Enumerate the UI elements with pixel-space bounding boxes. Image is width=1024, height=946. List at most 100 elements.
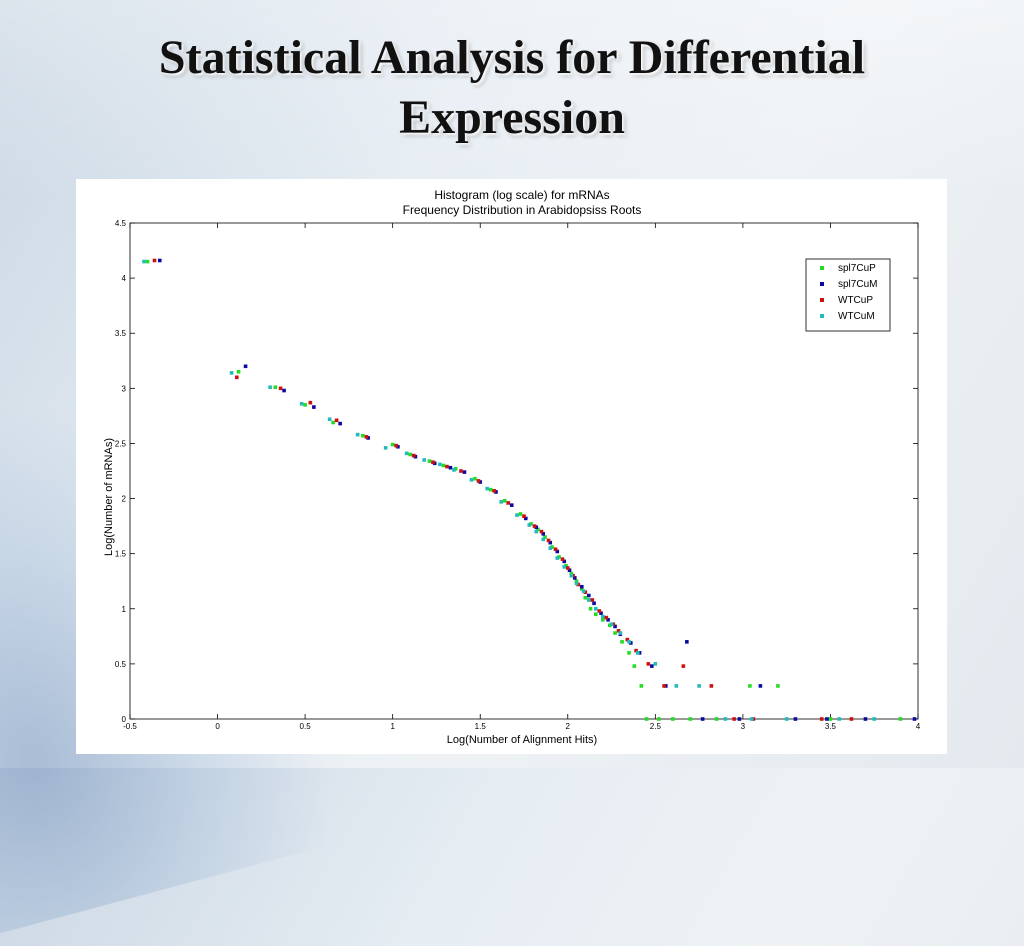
x-axis-label: Log(Number of Alignment Hits) xyxy=(447,734,597,746)
data-point xyxy=(819,717,824,721)
data-point xyxy=(469,478,474,482)
data-point xyxy=(758,684,763,688)
series-spl7CuM xyxy=(157,258,917,721)
data-point xyxy=(593,606,598,611)
data-point xyxy=(303,403,307,407)
data-point xyxy=(282,388,286,393)
data-point xyxy=(236,370,241,374)
data-point xyxy=(601,618,605,622)
data-point xyxy=(609,622,614,627)
data-point xyxy=(334,418,339,423)
legend-label: WTCuP xyxy=(838,295,873,306)
plot-frame xyxy=(129,222,919,720)
data-point xyxy=(543,535,547,539)
slide-title: Statistical Analysis for Differential Ex… xyxy=(0,28,1024,148)
data-point xyxy=(448,465,453,470)
data-point xyxy=(606,618,610,622)
data-point xyxy=(601,614,605,619)
data-point xyxy=(548,540,553,545)
data-point xyxy=(597,609,602,613)
data-point xyxy=(613,631,617,635)
data-point xyxy=(555,556,560,560)
data-point xyxy=(473,476,477,481)
data-point xyxy=(562,559,567,564)
data-point xyxy=(485,486,490,491)
data-point xyxy=(579,587,584,591)
data-point xyxy=(604,615,609,620)
data-point xyxy=(462,470,467,474)
y-tick-label: 1.5 xyxy=(115,550,127,559)
data-point xyxy=(539,529,544,534)
data-point xyxy=(268,385,272,390)
legend-box xyxy=(805,258,891,332)
data-point xyxy=(697,684,701,688)
data-point xyxy=(681,664,686,668)
data-point xyxy=(541,532,546,536)
x-tick-label: 0.5 xyxy=(300,722,312,731)
y-tick-label: 1 xyxy=(122,605,127,614)
data-point xyxy=(572,576,577,580)
data-point xyxy=(569,571,574,576)
x-tick-label: 2 xyxy=(566,722,571,731)
data-point xyxy=(837,717,841,721)
y-tick-label: 2 xyxy=(122,495,127,504)
chart-legend: spl7CuP spl7CuM WTCuP WTCuM xyxy=(805,258,891,332)
y-tick-label: 2.5 xyxy=(115,439,127,448)
legend-marker xyxy=(820,266,824,270)
series-WTCuP xyxy=(152,258,854,721)
data-point xyxy=(590,598,595,602)
data-point xyxy=(639,684,644,688)
data-point xyxy=(452,468,456,472)
data-point xyxy=(536,527,540,532)
data-point xyxy=(581,589,586,593)
data-point xyxy=(749,717,754,721)
data-point xyxy=(674,684,679,688)
y-tick-label: 0.5 xyxy=(115,660,127,669)
data-point xyxy=(404,451,409,456)
x-tick-label: 4 xyxy=(916,722,921,731)
data-point xyxy=(278,386,283,391)
data-point xyxy=(593,612,598,617)
data-point xyxy=(616,629,621,633)
data-point xyxy=(523,516,528,521)
data-point xyxy=(776,684,780,688)
data-point xyxy=(579,584,584,589)
data-point xyxy=(793,717,798,721)
data-point xyxy=(583,595,588,600)
data-point xyxy=(422,458,426,462)
data-point xyxy=(553,547,558,552)
data-point xyxy=(586,598,591,602)
data-point xyxy=(688,717,693,721)
data-point xyxy=(636,651,640,655)
data-point xyxy=(243,364,248,369)
legend-marker xyxy=(820,282,824,286)
y-tick-label: 4 xyxy=(122,274,127,283)
x-tick-label: 3.5 xyxy=(825,722,837,731)
data-point xyxy=(828,717,833,721)
data-point xyxy=(898,717,903,721)
plot-area: -0.5 0 0.5 1 1.5 2 2.5 3 3.5 400.511.522.533.544.… xyxy=(115,219,921,731)
data-point xyxy=(586,593,591,598)
y-tick-label: 4.5 xyxy=(115,219,127,228)
data-point xyxy=(863,717,868,721)
series-WTCuM xyxy=(142,259,877,721)
data-point xyxy=(408,452,412,457)
data-point xyxy=(714,717,719,721)
data-point xyxy=(515,513,519,517)
legend-label: spl7CuP xyxy=(838,263,876,274)
slide-title-line1: Statistical Analysis for Differential xyxy=(158,31,866,84)
data-point xyxy=(312,405,316,409)
y-tick-label: 0 xyxy=(122,715,127,724)
x-tick-label: 2.5 xyxy=(650,722,662,731)
x-tick-label: 0 xyxy=(215,722,220,731)
data-point xyxy=(574,579,579,584)
data-point xyxy=(650,664,654,668)
data-point xyxy=(685,640,689,644)
data-point xyxy=(476,479,481,483)
data-point xyxy=(555,549,560,554)
data-point xyxy=(565,566,570,570)
series-spl7CuP xyxy=(145,259,903,721)
scatter-chart: Histogram (log scale) for mRNAs Frequenc… xyxy=(103,188,921,746)
slide-title-line2: Expression xyxy=(399,91,625,144)
chart-figure: Histogram (log scale) for mRNAs Frequenc… xyxy=(76,179,947,754)
